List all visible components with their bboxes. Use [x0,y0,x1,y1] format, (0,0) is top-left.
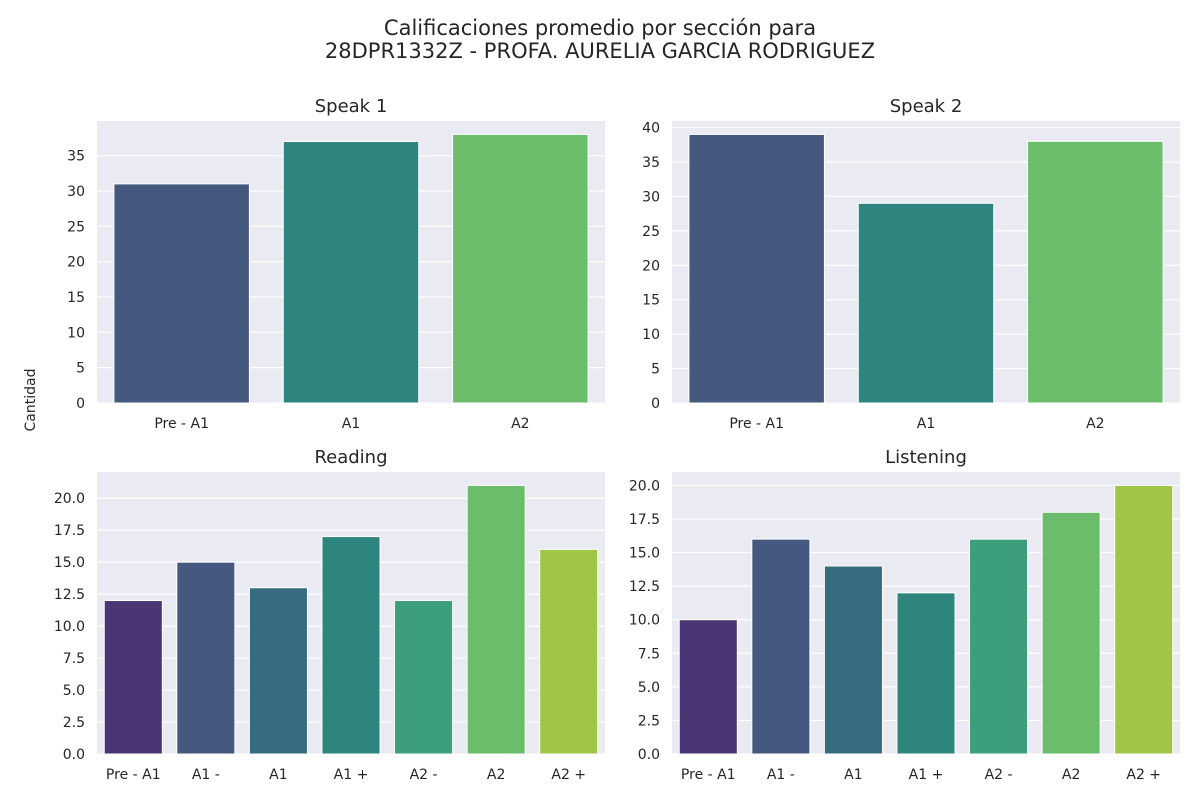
y-tick-label: 25 [67,219,85,235]
y-tick-label: 0 [76,396,85,412]
y-tick-label: 40 [642,121,660,137]
x-tick-label: A2 [487,767,505,783]
bar-a2 [1041,511,1101,755]
bar-pre-a1 [113,183,250,404]
y-tick-label: 25 [642,224,660,240]
y-tick-label: 35 [642,155,660,171]
y-tick-label: 10.0 [629,613,660,629]
x-tick-label: A2 + [1126,767,1161,783]
bar-a1 [823,565,883,755]
y-tick-label: 7.5 [63,651,85,667]
bar-a1- [751,538,811,755]
y-tick-label: 7.5 [638,646,660,662]
y-tick-label: 30 [67,184,85,200]
y-tick-label: 15 [642,293,660,309]
bar-pre-a1 [688,133,825,404]
bar-a2 [452,133,589,404]
x-tick-label: Pre - A1 [729,416,784,432]
y-tick-label: 12.5 [54,587,85,603]
y-tick-label: 20.0 [629,478,660,494]
x-tick-label: A1 [342,416,360,432]
bar-a1+ [896,592,956,755]
x-tick-label: A2 - [410,767,438,783]
y-tick-label: 0.0 [63,747,85,763]
bar-pre-a1 [678,619,738,755]
y-tick-label: 5 [651,362,660,378]
x-tick-label: A1 [844,767,862,783]
bar-a2- [394,600,454,755]
y-tick-label: 5.0 [638,680,660,696]
y-tick-label: 5 [76,361,85,377]
y-tick-label: 2.5 [638,713,660,729]
bar-a2 [1027,140,1164,404]
y-tick-label: 2.5 [63,715,85,731]
figure-title-line-2: 28DPR1332Z - PROFA. AURELIA GARCIA RODRI… [324,39,876,63]
subplot-title: Speak 2 [890,96,963,117]
x-tick-label: A2 + [551,767,586,783]
x-tick-label: A1 [917,416,935,432]
y-tick-label: 30 [642,189,660,205]
y-tick-label: 0.0 [638,747,660,763]
x-tick-label: Pre - A1 [106,767,161,783]
y-tick-label: 10.0 [54,619,85,635]
subplot-title: Reading [314,447,387,468]
bar-a1+ [321,536,381,755]
bar-a1- [176,561,236,755]
bar-a2+ [1114,484,1174,755]
y-tick-label: 20 [67,255,85,271]
y-tick-label: 35 [67,149,85,165]
x-tick-label: A2 [1062,767,1080,783]
bar-a1 [857,202,995,404]
subplot-2: 0 5 10 15 20 25 30 35 40 Pre - A1 A1 A2 Speak 2 [642,96,1180,432]
x-tick-label: A2 - [985,767,1013,783]
bar-a2- [969,538,1029,755]
x-tick-label: A1 + [909,767,944,783]
bar-a1 [282,140,420,404]
y-tick-label: 20.0 [54,491,85,507]
subplot-3: 0.0 2.5 5.0 7.5 10.0 12.5 15.0 17.5 20.0 Pre - A1… [54,447,605,783]
y-tick-label: 15.0 [629,546,660,562]
x-tick-label: A1 [269,767,287,783]
subplot-4: 0.0 2.5 5.0 7.5 10.0 12.5 15.0 17.5 20.0 Pre - A1… [629,447,1180,783]
subplot-title: Speak 1 [315,96,388,117]
y-tick-label: 17.5 [629,512,660,528]
y-tick-label: 17.5 [54,523,85,539]
x-tick-label: Pre - A1 [154,416,209,432]
y-tick-label: 0 [651,396,660,412]
bar-a2 [466,484,526,755]
x-tick-label: A1 + [334,767,369,783]
y-tick-label: 10 [67,325,85,341]
y-tick-label: 10 [642,327,660,343]
y-tick-label: 15 [67,290,85,306]
figure-title-line-1: Calificaciones promedio por sección para [383,16,817,40]
x-tick-label: A1 - [767,767,795,783]
x-tick-label: Pre - A1 [681,767,736,783]
bar-a1 [248,587,308,755]
y-tick-label: 15.0 [54,555,85,571]
y-tick-label: 12.5 [629,579,660,595]
x-tick-label: A1 - [192,767,220,783]
y-tick-label: 20 [642,258,660,274]
x-tick-label: A2 [1086,416,1104,432]
subplot-1: 0 5 10 15 20 25 30 35 Pre - A1 A1 A2 Speak 1 [67,96,605,432]
y-tick-label: 5.0 [63,683,85,699]
x-tick-label: A2 [511,416,529,432]
bar-pre-a1 [103,600,163,755]
bar-a2+ [539,548,599,755]
subplot-title: Listening [885,447,967,468]
